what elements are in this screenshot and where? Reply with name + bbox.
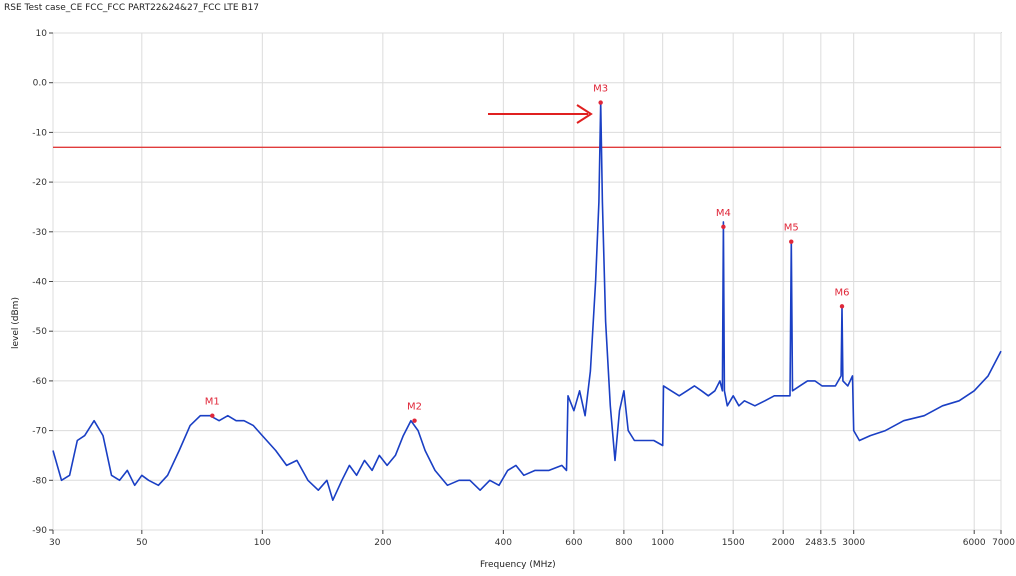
x-tick-label: 800	[615, 538, 632, 548]
y-tick-label: -60	[32, 377, 47, 387]
y-tick-label: -80	[32, 476, 47, 486]
spectrum-trace	[52, 101, 1002, 501]
y-tick-label: -90	[32, 526, 47, 536]
grid-lines	[52, 32, 1002, 531]
marker-label: M6	[834, 287, 849, 298]
marker-point	[598, 100, 603, 105]
marker-label: M3	[593, 84, 608, 95]
annotation-arrow	[488, 104, 593, 124]
y-tick-label: -50	[32, 327, 47, 337]
marker-label: M5	[784, 223, 799, 234]
x-tick-label: 1500	[722, 538, 745, 548]
y-tick-label: 10	[36, 29, 48, 39]
y-tick-label: 0.0	[33, 79, 48, 89]
marker-point	[210, 413, 215, 418]
x-tick-label: 50	[136, 538, 148, 548]
x-tick-label: 3000	[842, 538, 865, 548]
x-tick-label: 6000	[963, 538, 986, 548]
x-tick-label: 100	[254, 538, 271, 548]
x-axis-label: Frequency (MHz)	[480, 560, 556, 570]
x-tick-label: 2483.5	[805, 538, 837, 548]
marker-label: M4	[716, 208, 731, 219]
marker-point	[721, 224, 726, 230]
x-tick-label: 200	[374, 538, 391, 548]
y-tick-label: -30	[32, 228, 47, 238]
marker-point	[412, 418, 417, 423]
y-tick-label: -40	[32, 278, 47, 288]
y-tick-label: -10	[32, 128, 47, 138]
marker-point	[789, 239, 794, 244]
marker-layer: M1 M2 M3 M4 M5 M6	[205, 84, 849, 423]
x-tick-label: 30	[49, 538, 61, 548]
x-tick-label: 2000	[772, 538, 795, 548]
trace-layer	[52, 101, 1002, 501]
y-tick-label: -70	[32, 427, 47, 437]
x-tick-label: 400	[495, 538, 512, 548]
marker-point	[839, 304, 845, 309]
marker-label: M1	[205, 397, 220, 408]
marker-label: M2	[407, 402, 422, 413]
x-tick-label: 600	[565, 538, 582, 548]
x-tick-label: 7000	[992, 538, 1015, 548]
y-tick-label: -20	[32, 178, 47, 188]
window-title: RSE Test case_CE FCC_FCC PART22&24&27_FC…	[4, 3, 260, 13]
x-tick-label: 1000	[651, 538, 674, 548]
